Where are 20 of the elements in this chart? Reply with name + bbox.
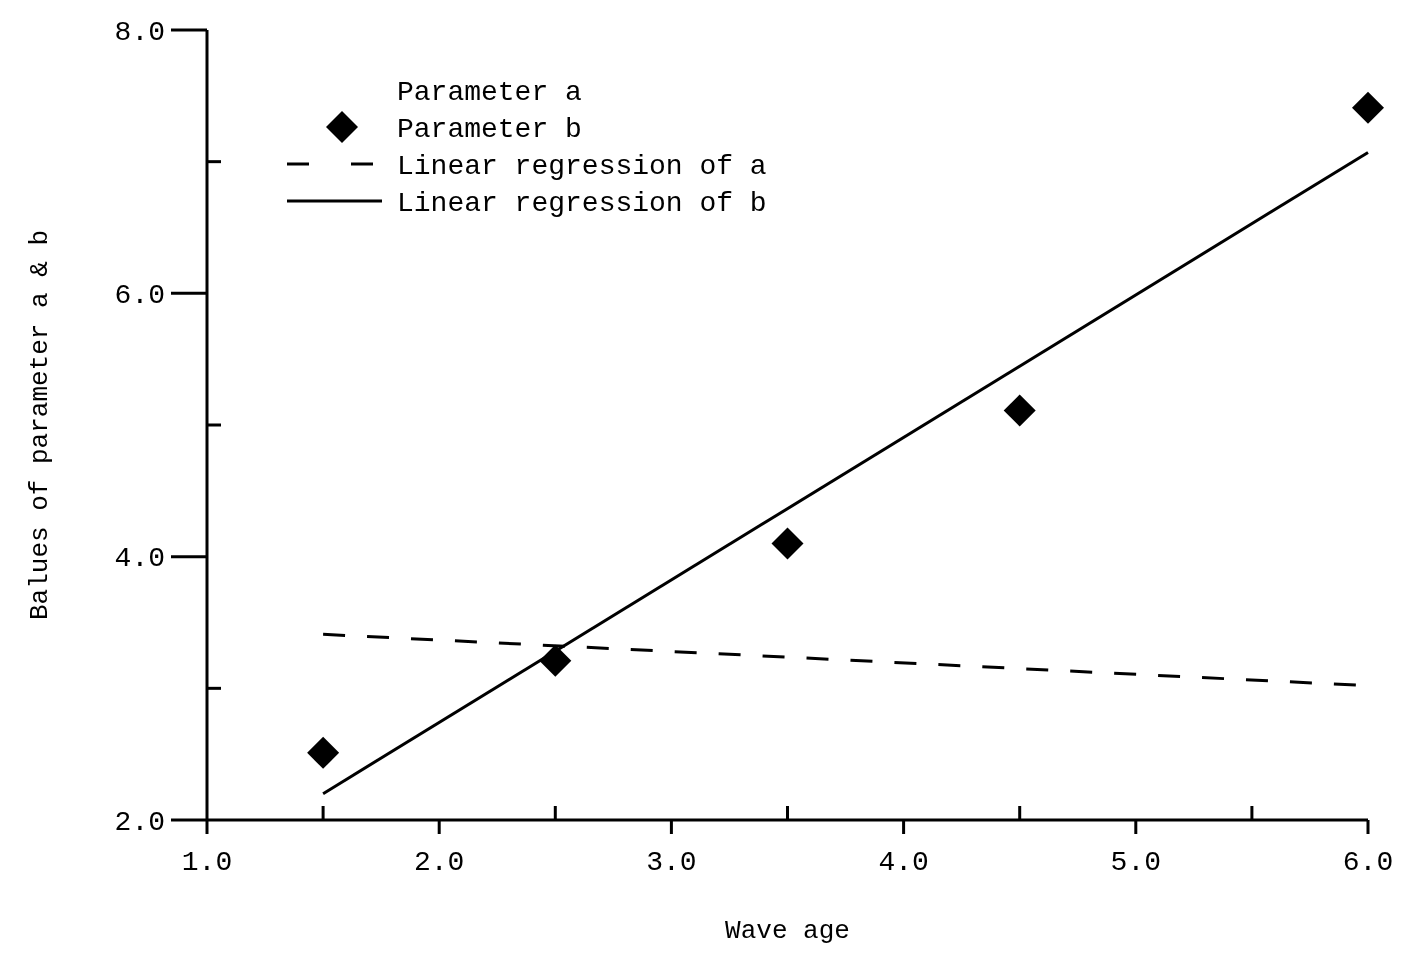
x-axis-title: Wave age xyxy=(725,916,850,946)
x-tick-label: 2.0 xyxy=(413,847,465,878)
legend-label: Linear regression of b xyxy=(397,187,767,219)
y-tick-label: 4.0 xyxy=(114,543,165,575)
legend-label: Parameter a xyxy=(397,76,582,108)
x-tick-label: 3.0 xyxy=(646,847,697,878)
point xyxy=(1352,91,1384,124)
legend-label: Parameter b xyxy=(397,113,582,145)
x-tick-label: 5.0 xyxy=(1110,847,1162,878)
y-tick-label: 2.0 xyxy=(114,806,165,838)
point xyxy=(307,736,340,769)
legend-label: Linear regression of a xyxy=(397,150,767,182)
x-tick-label: 4.0 xyxy=(878,847,929,878)
x-tick-label: 6.0 xyxy=(1342,847,1394,878)
point xyxy=(771,527,804,560)
y-axis-title: Balues of parameter a & b xyxy=(25,229,55,621)
x-tick-label: 1.0 xyxy=(181,847,233,878)
y-tick-label: 8.0 xyxy=(114,16,165,48)
y-tick-label: 6.0 xyxy=(114,280,165,312)
point xyxy=(1003,394,1036,427)
